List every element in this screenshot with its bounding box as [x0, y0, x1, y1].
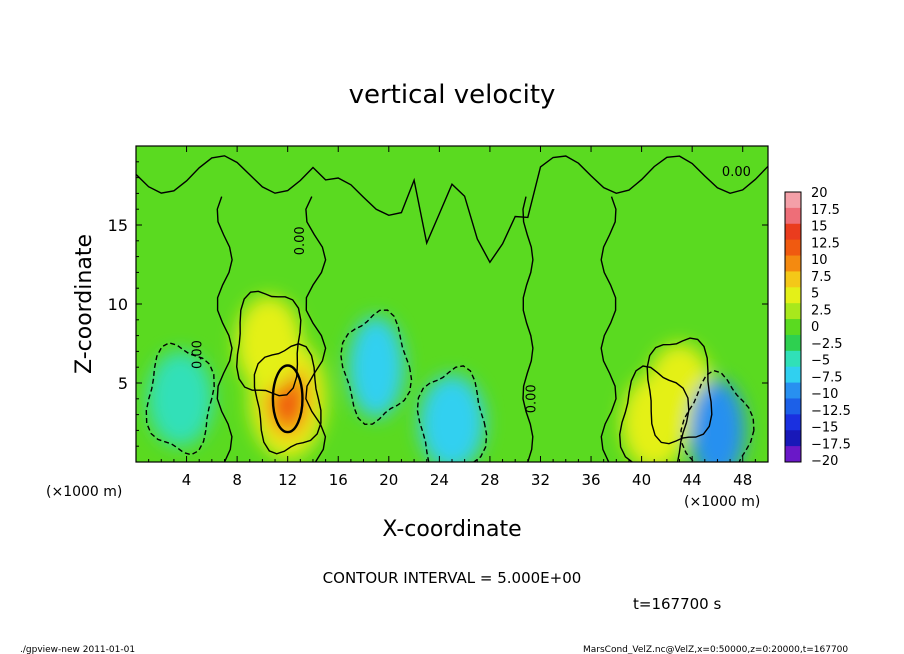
colorbar-swatch [785, 223, 801, 241]
heatmap-cell [147, 351, 214, 447]
x-tick-label: 8 [232, 471, 242, 489]
colorbar-label: 15 [811, 220, 828, 235]
colorbar-label: 12.5 [811, 236, 840, 251]
contour-interval: CONTOUR INTERVAL = 5.000E+00 [323, 569, 582, 587]
contour-line [522, 196, 534, 462]
contour-line [136, 155, 768, 264]
contour-line [145, 342, 215, 456]
x-axis-label: X-coordinate [382, 517, 521, 542]
colorbar-label: −12.5 [811, 404, 851, 419]
colorbar-label: 0 [811, 320, 819, 335]
contour-line [253, 343, 322, 455]
colorbar-swatch [785, 239, 801, 257]
x-unit-label: (×1000 m) [46, 484, 122, 500]
contour-label: 0.00 [524, 384, 539, 413]
contour-line [305, 196, 327, 462]
colorbar-label: −7.5 [811, 370, 843, 385]
x-tick-label: 36 [581, 471, 600, 489]
x-tick-label: 16 [329, 471, 348, 489]
heatmap-cell [419, 375, 485, 462]
x-tick-label: 40 [632, 471, 651, 489]
contour-line [600, 196, 617, 462]
colorbar-label: −15 [811, 421, 838, 436]
heatmap-cell [689, 379, 746, 462]
chart-title: vertical velocity [349, 80, 556, 110]
x-tick-label: 20 [379, 471, 398, 489]
contour-line [340, 309, 413, 426]
heatmap-field: 0.00 0.00 0.00 0.00 [136, 146, 768, 462]
source-label: MarsCond_VelZ.nc@VelZ,x=0:50000,z=0:2000… [583, 645, 848, 654]
y-axis-label: Z-coordinate [72, 234, 97, 374]
contour-label: 0.00 [722, 165, 751, 180]
time-label: t=167700 s [633, 595, 721, 613]
colorbar-label: −10 [811, 387, 838, 402]
contour-line [618, 365, 690, 462]
colorbar-swatch [785, 446, 801, 463]
colorbar-label: −5 [811, 354, 830, 369]
program-label: ./gpview-new 2011-01-01 [20, 645, 135, 654]
x-tick-label: 24 [430, 471, 449, 489]
colorbar-swatch [785, 255, 801, 272]
contour-line [680, 369, 755, 462]
colorbar-swatch [785, 350, 801, 368]
colorbar-swatch [785, 398, 801, 415]
contour-line [646, 337, 713, 445]
colorbar-label: 20 [811, 186, 828, 201]
contour-line [216, 196, 233, 462]
x-unit-label-right: (×1000 m) [684, 494, 760, 510]
colorbar-label: 7.5 [811, 270, 832, 285]
colorbar-label: 5 [811, 287, 819, 302]
colorbar-label: −2.5 [811, 337, 843, 352]
colorbar-frame [784, 191, 802, 463]
y-tick-label: 10 [108, 295, 128, 314]
colorbar-swatch [785, 334, 801, 352]
colorbar-swatch [785, 207, 801, 225]
heatmap-cell [235, 296, 302, 391]
contour-label: 0.00 [191, 340, 206, 369]
colorbar-label: 2.5 [811, 303, 832, 318]
x-tick-label: 32 [531, 471, 550, 489]
colorbar-swatch [785, 303, 801, 320]
heatmap-cell [348, 316, 404, 418]
colorbar-swatch [785, 366, 801, 384]
colorbar-label: 10 [811, 253, 828, 268]
colorbar-label: 17.5 [811, 203, 840, 218]
x-tick-label: 4 [182, 471, 192, 489]
x-tick-label: 28 [480, 471, 499, 489]
colorbar-swatch [785, 414, 801, 431]
x-tick-label: 48 [733, 471, 752, 489]
colorbar-label: −17.5 [811, 437, 851, 452]
colorbar-label: −20 [811, 454, 838, 469]
colorbar-swatch [785, 382, 801, 399]
colorbar-swatch [785, 271, 801, 288]
contour-line [235, 290, 302, 397]
y-tick-label: 5 [118, 374, 128, 393]
contour-label: 0.00 [293, 226, 308, 255]
y-tick-label: 15 [108, 216, 128, 235]
colorbar-swatch [785, 192, 801, 209]
colorbar-swatch [785, 319, 801, 336]
colorbar-swatch [785, 430, 801, 447]
colorbar-swatch [785, 287, 801, 304]
x-tick-label: 12 [278, 471, 297, 489]
x-tick-label: 44 [683, 471, 702, 489]
contour-line [271, 364, 304, 434]
contour-line [416, 365, 488, 462]
